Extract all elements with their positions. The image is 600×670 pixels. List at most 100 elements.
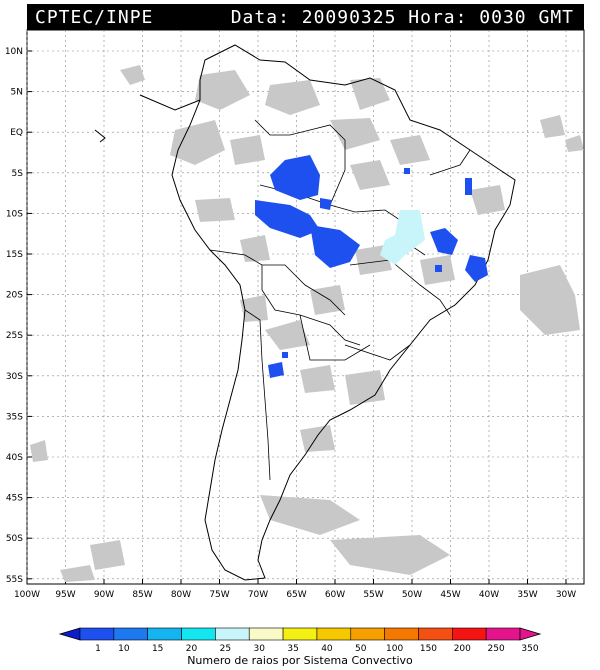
cloud-area bbox=[60, 565, 95, 582]
central-america-coast bbox=[139, 94, 201, 111]
legend-label: 30 bbox=[254, 644, 266, 654]
legend-label: 35 bbox=[287, 644, 298, 654]
lon-tick-label: 95W bbox=[55, 590, 75, 600]
source-label: CPTEC/INPE bbox=[35, 7, 154, 28]
lat-tick-label: 20S bbox=[6, 291, 23, 301]
border-line bbox=[299, 314, 371, 361]
cloud-area bbox=[195, 198, 235, 222]
cloud-area bbox=[345, 370, 385, 405]
legend-label: 1 bbox=[95, 644, 101, 654]
lightning-cluster bbox=[430, 228, 458, 255]
legend-label: 250 bbox=[488, 644, 505, 654]
legend-swatch bbox=[248, 627, 284, 641]
cloud-area bbox=[470, 185, 505, 215]
cloud-area bbox=[265, 80, 320, 115]
legend-swatch bbox=[147, 627, 182, 641]
cloud-area bbox=[240, 235, 270, 262]
cloud-area bbox=[240, 295, 268, 322]
legend-label: 150 bbox=[420, 644, 437, 654]
legend-label: 350 bbox=[521, 644, 538, 654]
cloud-area bbox=[300, 425, 335, 452]
cloud-area bbox=[310, 285, 345, 315]
lat-tick-label: 15S bbox=[6, 250, 23, 260]
map-header: CPTEC/INPE Data: 20090325 Hora: 0030 GMT bbox=[27, 4, 584, 30]
lightning-cluster bbox=[404, 168, 410, 174]
lat-tick-label: 55S bbox=[6, 575, 23, 585]
lightning-cluster bbox=[465, 255, 488, 282]
legend-swatch bbox=[485, 627, 521, 641]
legend-label: 20 bbox=[186, 644, 198, 654]
lon-tick-label: 75W bbox=[209, 590, 229, 600]
cloud-area bbox=[260, 495, 360, 535]
lon-tick-label: 100W bbox=[14, 590, 40, 600]
legend-swatch bbox=[350, 627, 385, 641]
border-line bbox=[349, 259, 451, 316]
continent-outline bbox=[171, 44, 516, 581]
legend-colorbar: 1 10 15 20 25 30 35 40 50 100 150 200 250 350 bbox=[58, 627, 542, 654]
cloud-area bbox=[330, 118, 380, 150]
latitude-labels: 10N 5N EQ 5S 10S 15S 20S 25S 30S 35S 40S 45S 50S 55S bbox=[5, 47, 23, 585]
lightning-low-density bbox=[380, 210, 425, 265]
lightning-cluster bbox=[268, 362, 284, 378]
border-line bbox=[209, 249, 346, 316]
map-frame bbox=[26, 29, 585, 585]
cloud-area bbox=[520, 265, 580, 335]
legend-arrow-right bbox=[519, 627, 542, 641]
lat-tick-label: 45S bbox=[6, 494, 23, 504]
lightning-cluster bbox=[465, 178, 472, 195]
lon-tick-label: 35W bbox=[517, 590, 537, 600]
legend-swatch bbox=[181, 627, 216, 641]
cloud-area bbox=[565, 135, 584, 152]
lon-tick-label: 40W bbox=[479, 590, 499, 600]
lon-tick-label: 90W bbox=[94, 590, 114, 600]
legend-swatch bbox=[316, 627, 352, 641]
lightning-cluster bbox=[435, 265, 442, 272]
lon-tick-label: 45W bbox=[440, 590, 460, 600]
legend-swatch bbox=[418, 627, 453, 641]
lon-tick-label: 60W bbox=[325, 590, 345, 600]
lightning-cluster bbox=[320, 198, 332, 210]
coastline bbox=[94, 44, 516, 581]
legend-swatch bbox=[113, 627, 148, 641]
cloud-area bbox=[30, 440, 48, 462]
lon-tick-label: 55W bbox=[363, 590, 383, 600]
legend-label: 50 bbox=[355, 644, 367, 654]
lightning-clusters bbox=[255, 155, 488, 378]
lat-tick-label: 40S bbox=[6, 453, 23, 463]
cloud-area bbox=[120, 65, 145, 85]
lon-tick-label: 80W bbox=[171, 590, 191, 600]
lat-tick-label: 10N bbox=[5, 47, 23, 57]
lat-tick-label: 5S bbox=[12, 169, 24, 179]
legend-label: 15 bbox=[152, 644, 163, 654]
cloud-area bbox=[90, 540, 125, 570]
lon-tick-label: 30W bbox=[556, 590, 576, 600]
legend-title: Numero de raios por Sistema Convectivo bbox=[187, 654, 413, 667]
datetime-label: Data: 20090325 Hora: 0030 GMT bbox=[230, 7, 574, 28]
lon-tick-label: 65W bbox=[286, 590, 306, 600]
legend-label: 40 bbox=[321, 644, 333, 654]
lat-tick-label: EQ bbox=[10, 128, 23, 138]
cloud-area bbox=[350, 160, 390, 190]
cloud-area bbox=[330, 535, 450, 575]
lat-tick-label: 5N bbox=[11, 88, 23, 98]
lon-tick-label: 50W bbox=[402, 590, 422, 600]
legend-label: 10 bbox=[118, 644, 130, 654]
border-line bbox=[429, 149, 471, 176]
cloud-area bbox=[265, 320, 310, 350]
cloud-area bbox=[170, 120, 225, 165]
lat-tick-label: 25S bbox=[6, 331, 23, 341]
lightning-cluster bbox=[270, 155, 320, 200]
legend-swatch bbox=[452, 627, 487, 641]
legend-label: 100 bbox=[386, 644, 403, 654]
cloud-area bbox=[390, 135, 430, 165]
longitude-labels: 100W 95W 90W 85W 80W 75W 70W 65W 60W 55W 50W 45W 40W… bbox=[14, 590, 576, 600]
cloud-area bbox=[300, 365, 335, 393]
lat-tick-label: 30S bbox=[6, 372, 23, 382]
lightning-cluster bbox=[310, 225, 360, 268]
lon-tick-label: 70W bbox=[248, 590, 268, 600]
legend-label: 25 bbox=[220, 644, 231, 654]
legend-label: 200 bbox=[454, 644, 471, 654]
graticule bbox=[26, 30, 584, 584]
legend-swatch bbox=[384, 627, 419, 641]
